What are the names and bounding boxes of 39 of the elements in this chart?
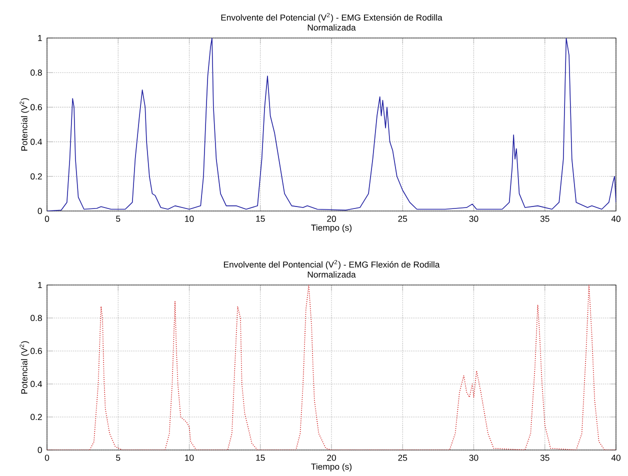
y-tick-label: 0.6 — [30, 348, 42, 354]
x-tick-label: 35 — [540, 454, 550, 461]
y-tick-label: 1 — [38, 282, 42, 288]
x-tick-label: 0 — [44, 216, 50, 222]
chart-title: Envolvente del Pontencial (V$^{2}$) - EMG Flexión de Rodilla — [224, 260, 440, 270]
x-tick-label: 5 — [116, 454, 120, 461]
y-tick-label: 0.4 — [30, 138, 42, 145]
x-axis-title: Tiempo (s) — [311, 224, 352, 232]
x-tick-label: 30 — [469, 216, 478, 222]
x-axis-title: Tiempo (s) — [311, 463, 352, 472]
y-tick-label: 0.2 — [30, 173, 42, 180]
x-tick-label: 40 — [611, 216, 620, 222]
x-tick-label: 20 — [327, 454, 336, 461]
x-tick-label: 0 — [44, 454, 50, 461]
x-tick-label: 20 — [327, 216, 336, 222]
x-tick-label: 10 — [185, 216, 194, 222]
y-tick-label: 0.4 — [30, 381, 42, 388]
chart-title: Envolvente del Potencial (V$^{2}$) - EMG Extensión de Rodilla — [221, 13, 442, 22]
chart-subtitle: Normalizada — [308, 24, 356, 31]
x-tick-label: 5 — [116, 216, 120, 222]
y-tick-label: 0 — [38, 208, 42, 214]
x-tick-label: 10 — [185, 454, 194, 461]
x-tick-label: 35 — [540, 216, 550, 222]
chart-subtitle: Normalizada — [308, 271, 356, 278]
x-tick-label: 15 — [256, 454, 265, 461]
y-tick-label: 0.8 — [30, 315, 42, 322]
line-series — [47, 38, 616, 212]
y-tick-label: 0.8 — [30, 70, 42, 76]
y-axis-title: Potencial (V$^{2}$) — [20, 98, 30, 151]
x-tick-label: 15 — [256, 216, 265, 222]
y-tick-label: 0 — [38, 447, 42, 454]
x-tick-label: 40 — [611, 454, 620, 461]
x-tick-label: 25 — [398, 454, 408, 461]
y-axis-title: Potencial (V$^{2}$) — [20, 341, 30, 394]
y-tick-label: 1 — [38, 35, 42, 42]
y-tick-label: 0.6 — [30, 104, 42, 110]
x-tick-label: 25 — [398, 216, 408, 222]
y-tick-label: 0.2 — [30, 414, 42, 420]
x-tick-label: 30 — [469, 454, 478, 461]
